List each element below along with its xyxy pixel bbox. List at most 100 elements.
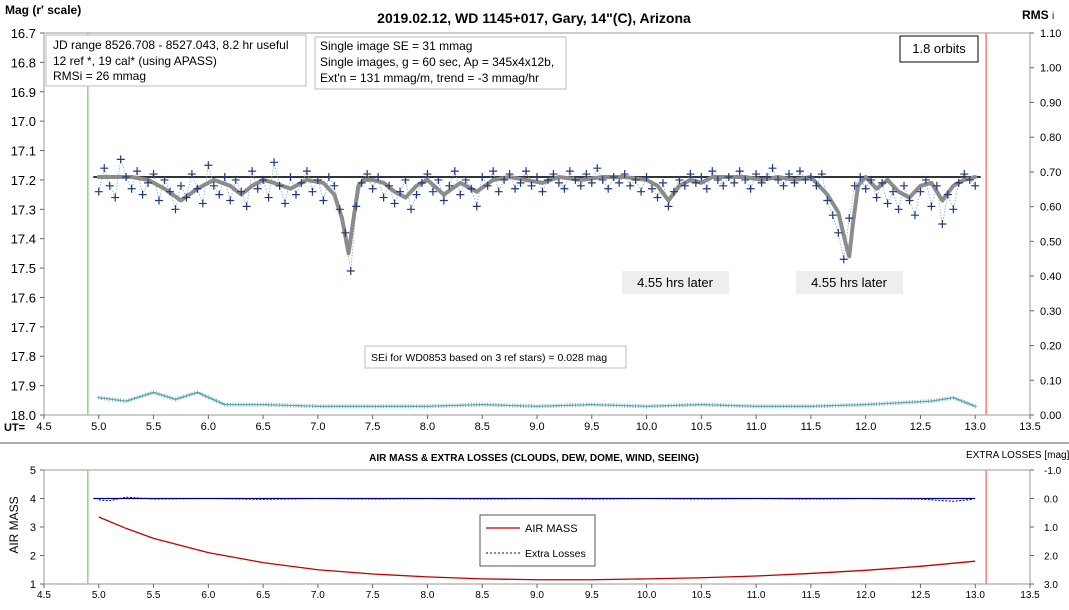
rms-point <box>140 393 145 398</box>
observation-point <box>133 167 142 176</box>
observation-point <box>291 190 300 199</box>
observation-point <box>680 181 689 190</box>
observation-point <box>812 181 821 190</box>
observation-point <box>149 170 158 179</box>
top-x-tick-label: 12.5 <box>910 421 931 433</box>
later-label-2-frame <box>796 271 903 294</box>
observation-point <box>401 175 410 184</box>
top-y-tick-label: 17.9 <box>11 379 36 394</box>
observation-point <box>642 172 651 181</box>
observation-point <box>708 167 717 176</box>
observation-point <box>352 202 361 211</box>
top-x-tick-label: 6.0 <box>201 421 216 433</box>
rms-point <box>203 394 208 399</box>
rms-point <box>940 397 945 402</box>
observation-point <box>795 167 804 176</box>
observation-point <box>587 178 596 187</box>
observation-point <box>757 178 766 187</box>
observation-point <box>357 178 366 187</box>
observation-point <box>894 205 903 214</box>
rms-point <box>132 396 137 401</box>
rms-point <box>124 399 129 404</box>
top-y-tick-label: 17.4 <box>11 232 36 247</box>
observation-point <box>511 184 520 193</box>
observation-point <box>516 178 525 187</box>
observation-point <box>971 181 980 190</box>
observation-point <box>637 187 646 196</box>
sei-note: SEi for WD0853 based on 3 ref stars) = 0… <box>371 352 607 364</box>
bottom-chart-title: AIR MASS & EXTRA LOSSES (CLOUDS, DEW, DO… <box>369 453 699 464</box>
observation-point <box>686 170 695 179</box>
observation-point <box>927 202 936 211</box>
top-y-tick-label: 17.8 <box>11 349 36 364</box>
rms-point <box>214 398 219 403</box>
rms-point <box>932 398 937 403</box>
rms-point <box>192 391 197 396</box>
rms-point <box>135 395 140 400</box>
observation-point <box>105 181 114 190</box>
top-x-tick-label: 7.0 <box>310 421 325 433</box>
bottom-x-tick-label: 11.0 <box>747 590 766 601</box>
observation-point <box>319 196 328 205</box>
top-x-tick-label: 5.5 <box>146 421 161 433</box>
legend-airmass-label: AIR MASS <box>525 523 578 535</box>
bottom-x-tick-label: 8.5 <box>475 590 489 601</box>
observation-point <box>878 178 887 187</box>
orbits-label-box: 1.8 orbits <box>899 35 979 63</box>
observation-point <box>155 196 164 205</box>
bottom-y2-tick-label: 0.0 <box>1044 495 1058 506</box>
info-box-range-line-3: RMSi = 26 mmag <box>53 69 146 83</box>
observation-point <box>648 184 657 193</box>
observation-point <box>669 187 678 196</box>
observation-point <box>790 178 799 187</box>
rms-point <box>973 404 978 409</box>
observation-point <box>598 175 607 184</box>
observation-point <box>763 172 772 181</box>
observation-point <box>122 172 131 181</box>
observation-point <box>242 202 251 211</box>
later-label-2: 4.55 hrs later <box>811 275 888 290</box>
observation-point <box>423 170 432 179</box>
sei-note-box: SEi for WD0853 based on 3 ref stars) = 0… <box>364 345 627 369</box>
top-y-tick-label: 17.1 <box>11 144 36 159</box>
observation-point <box>209 181 218 190</box>
observation-point <box>582 170 591 179</box>
observation-point <box>746 184 755 193</box>
observation-point <box>735 167 744 176</box>
observation-point <box>609 172 618 181</box>
observation-point <box>839 255 848 264</box>
rms-point <box>198 391 203 396</box>
rms-point <box>937 397 942 402</box>
observation-point <box>182 193 191 202</box>
top-right-axis-label-suffix: i <box>1052 11 1054 22</box>
observation-point <box>346 267 355 276</box>
bottom-y-tick-label: 3 <box>30 522 36 534</box>
observation-point <box>368 184 377 193</box>
observation-point <box>615 178 624 187</box>
observation-point <box>204 161 213 170</box>
observation-point <box>111 193 120 202</box>
observation-point <box>100 164 109 173</box>
rms-point <box>165 394 170 399</box>
observation-point <box>691 178 700 187</box>
observation-point <box>478 172 487 181</box>
bottom-x-tick-label: 10.5 <box>692 590 712 601</box>
bottom-x-tick-label: 5.5 <box>147 590 161 601</box>
top-y2-tick-label: 0.40 <box>1040 271 1061 283</box>
top-y-tick-label: 17.5 <box>11 261 36 276</box>
observation-point <box>171 205 180 214</box>
rms-point <box>967 402 972 407</box>
observation-point <box>385 181 394 190</box>
observation-point <box>176 181 185 190</box>
top-y2-tick-label: 0.50 <box>1040 236 1061 248</box>
airmass-line <box>98 516 976 581</box>
observation-point <box>160 175 169 184</box>
rms-point <box>129 397 134 402</box>
top-y-tick-label: 17.7 <box>11 320 36 335</box>
top-y2-tick-label: 0.80 <box>1040 132 1061 144</box>
observation-point <box>330 181 339 190</box>
observation-point <box>949 205 958 214</box>
bottom-y-tick-label: 2 <box>30 551 36 563</box>
observation-point <box>834 228 843 237</box>
rms-point <box>200 392 205 397</box>
